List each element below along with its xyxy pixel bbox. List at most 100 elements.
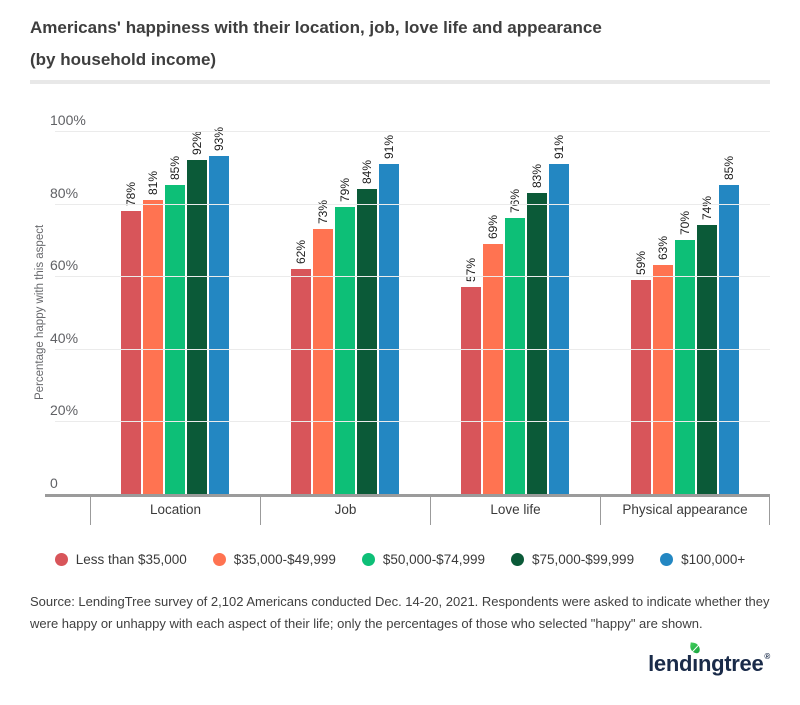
y-tick-label: 20% bbox=[50, 402, 79, 419]
y-axis-title: Percentage happy with this aspect bbox=[34, 224, 46, 401]
bar-column: 69% bbox=[483, 131, 503, 494]
bar-column: 79% bbox=[335, 131, 355, 494]
bar-column: 74% bbox=[697, 131, 717, 494]
category-label: Love life bbox=[430, 497, 600, 525]
bar-column: 91% bbox=[379, 131, 399, 494]
logo-letter-i: ı bbox=[689, 642, 701, 677]
category-label: Location bbox=[90, 497, 260, 525]
legend-swatch bbox=[212, 553, 226, 566]
legend-label: $100,000+ bbox=[681, 552, 746, 567]
legend-label: $35,000-$49,999 bbox=[233, 552, 336, 567]
y-tick-label: 0 bbox=[50, 475, 58, 491]
bar-column: 73% bbox=[313, 131, 333, 494]
legend-swatch bbox=[361, 553, 375, 566]
legend-label: Less than $35,000 bbox=[75, 552, 187, 567]
y-tick-label: 40% bbox=[50, 329, 79, 346]
legend-label: $75,000-$99,999 bbox=[531, 552, 635, 567]
chart-header: Americans' happiness with their location… bbox=[0, 0, 800, 76]
bar-column: 57% bbox=[461, 131, 481, 494]
bar-column: 85% bbox=[719, 131, 739, 494]
bar-value-label: 78% bbox=[123, 181, 138, 206]
bar bbox=[379, 163, 399, 494]
y-gridline bbox=[55, 276, 770, 278]
bar bbox=[719, 185, 739, 494]
bar bbox=[209, 156, 229, 494]
bar-column: 84% bbox=[357, 131, 377, 494]
bar-column: 91% bbox=[549, 131, 569, 494]
bar-value-label: 81% bbox=[145, 170, 160, 195]
bar-column: 85% bbox=[165, 131, 185, 494]
bar-column: 92% bbox=[187, 131, 207, 494]
category-label: Job bbox=[260, 497, 430, 525]
bar-column: 93% bbox=[209, 127, 229, 494]
source-note: Source: LendingTree survey of 2,102 Amer… bbox=[30, 594, 770, 631]
bar-chart: Percentage happy with this aspect 78% 81%… bbox=[0, 84, 800, 528]
y-tick-label: 80% bbox=[50, 184, 79, 201]
y-tick-label: 60% bbox=[50, 257, 79, 274]
bar-column: 76% bbox=[505, 131, 525, 494]
bar-value-label: 70% bbox=[677, 210, 692, 235]
legend-label: $50,000-$74,999 bbox=[382, 552, 485, 567]
legend-item: $50,000-$74,999 bbox=[361, 552, 485, 567]
bar-value-label: 91% bbox=[551, 134, 566, 159]
bar-value-label: 74% bbox=[699, 196, 714, 221]
bar-groups: 78% 81% 85% 92% 93% 62% 73% 79% 84% 91% 57% 69% 76% 8… bbox=[90, 127, 770, 494]
bar bbox=[653, 265, 673, 494]
bar-value-label: 91% bbox=[381, 134, 396, 159]
y-gridline bbox=[55, 348, 770, 350]
legend-swatch bbox=[660, 553, 674, 566]
bar bbox=[335, 207, 355, 494]
bar-column: 83% bbox=[527, 131, 547, 494]
bar-value-label: 69% bbox=[485, 214, 500, 239]
bar-value-label: 92% bbox=[189, 131, 204, 156]
legend-swatch bbox=[54, 553, 68, 566]
bar bbox=[675, 239, 695, 494]
legend-swatch bbox=[510, 553, 524, 566]
bar-value-label: 79% bbox=[337, 178, 352, 203]
bar bbox=[357, 189, 377, 494]
y-gridline bbox=[55, 131, 770, 132]
bar bbox=[143, 199, 163, 494]
bar bbox=[165, 185, 185, 494]
bar-value-label: 62% bbox=[293, 239, 308, 264]
y-gridline bbox=[55, 421, 770, 423]
bar-value-label: 85% bbox=[167, 156, 182, 181]
bar-value-label: 63% bbox=[655, 236, 670, 261]
registered-mark: ® bbox=[764, 652, 770, 661]
bar bbox=[505, 218, 525, 494]
bar-value-label: 59% bbox=[633, 250, 648, 275]
legend-item: $35,000-$49,999 bbox=[212, 552, 336, 567]
bar-column: 59% bbox=[631, 131, 651, 494]
chart-subtitle: (by household income) bbox=[30, 50, 217, 69]
bar-group: 59% 63% 70% 74% 85% bbox=[600, 131, 770, 494]
chart-title: Americans' happiness with their location… bbox=[30, 18, 602, 37]
legend: Less than $35,000 $35,000-$49,999 $50,000-… bbox=[0, 552, 800, 567]
x-axis-line bbox=[45, 494, 770, 497]
legend-item: $100,000+ bbox=[660, 552, 745, 567]
bar-value-label: 83% bbox=[529, 163, 544, 188]
bar-value-label: 84% bbox=[359, 160, 374, 185]
bar bbox=[291, 268, 311, 494]
lendingtree-logo: lend ıngtree® bbox=[30, 642, 770, 677]
bar bbox=[187, 160, 207, 494]
bar bbox=[121, 210, 141, 494]
category-label: Physical appearance bbox=[600, 497, 770, 525]
bar-group: 57% 69% 76% 83% 91% bbox=[430, 131, 600, 494]
bar-value-label: 85% bbox=[721, 156, 736, 181]
bar-value-label: 76% bbox=[507, 189, 522, 214]
legend-item: Less than $35,000 bbox=[54, 552, 187, 567]
bar bbox=[527, 192, 547, 494]
bar-group: 78% 81% 85% 92% 93% bbox=[90, 127, 260, 494]
bar bbox=[631, 279, 651, 494]
x-axis-labels: Location Job Love life Physical appearance bbox=[90, 497, 770, 525]
bar bbox=[461, 287, 481, 494]
y-tick-label: 100% bbox=[50, 112, 86, 128]
bar-column: 63% bbox=[653, 131, 673, 494]
bar bbox=[313, 229, 333, 494]
logo-text-lend: lend bbox=[648, 651, 693, 676]
bar-column: 81% bbox=[143, 131, 163, 494]
bar bbox=[697, 225, 717, 494]
bar bbox=[549, 163, 569, 494]
logo-text-ngtree: ngtree bbox=[697, 651, 764, 676]
bar-column: 78% bbox=[121, 131, 141, 494]
